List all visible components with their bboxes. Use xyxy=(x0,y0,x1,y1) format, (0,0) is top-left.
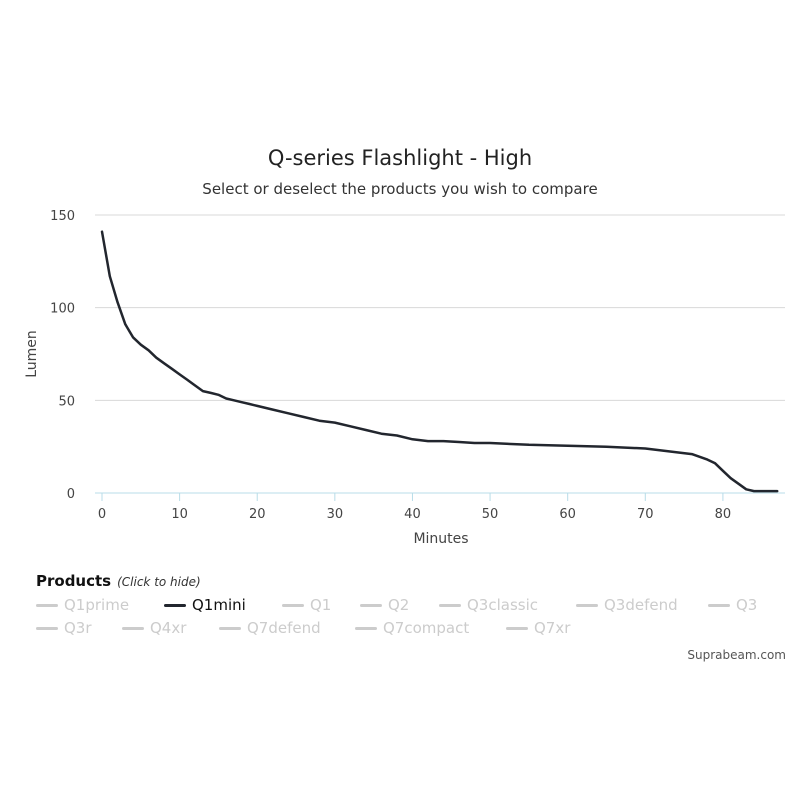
y-tick-label: 100 xyxy=(50,302,75,317)
legend-item-q3defend[interactable]: Q3defend xyxy=(576,596,678,614)
chart-title: Q-series Flashlight - High xyxy=(268,146,532,170)
series-line-q1mini xyxy=(100,230,779,493)
legend-swatch-icon xyxy=(122,626,144,630)
grid-lines xyxy=(95,214,785,494)
axis-ticks: 0 50 100 150 0 10 20 30 40 50 60 70 80 xyxy=(50,209,731,522)
legend-item-q3classic[interactable]: Q3classic xyxy=(439,596,538,614)
x-tick-label: 70 xyxy=(637,507,654,522)
series-lines xyxy=(100,230,779,493)
line-chart: Q-series Flashlight - High Select or des… xyxy=(24,146,785,547)
x-tick-label: 20 xyxy=(249,507,266,522)
legend-label: Q3r xyxy=(64,619,92,637)
x-tick-label: 40 xyxy=(404,507,421,522)
legend-label: Q2 xyxy=(388,596,410,614)
legend-hint: (Click to hide) xyxy=(117,575,201,589)
x-tick-label: 30 xyxy=(327,507,344,522)
legend-swatch-icon xyxy=(282,603,304,607)
legend-swatch-icon xyxy=(355,626,377,630)
legend-label: Q4xr xyxy=(150,619,187,637)
legend-item-q1mini[interactable]: Q1mini xyxy=(164,596,246,614)
credit-link[interactable]: Suprabeam.com xyxy=(687,648,786,662)
y-tick-label: 150 xyxy=(50,209,75,224)
legend-swatch-icon xyxy=(164,603,186,607)
legend-swatch-icon xyxy=(36,603,58,607)
legend-item-q7xr[interactable]: Q7xr xyxy=(506,619,570,637)
legend-title-text: Products xyxy=(36,572,112,590)
legend-swatch-icon xyxy=(576,603,598,607)
legend-item-q2[interactable]: Q2 xyxy=(360,596,409,614)
legend-swatch-icon xyxy=(36,626,58,630)
legend-row-1: Q1prime Q1mini Q1 Q2 Q3classic Q3defend … xyxy=(36,596,796,619)
legend-swatch-icon xyxy=(219,626,241,630)
y-axis-title: Lumen xyxy=(24,330,40,378)
legend-swatch-icon xyxy=(708,603,730,607)
legend-label: Q7xr xyxy=(534,619,571,637)
x-tick-label: 0 xyxy=(98,507,106,522)
legend-label: Q1prime xyxy=(64,596,130,614)
legend-swatch-icon xyxy=(360,603,382,607)
legend-label: Q3classic xyxy=(467,596,539,614)
legend-item-q7defend[interactable]: Q7defend xyxy=(219,619,321,637)
chart-subtitle: Select or deselect the products you wish… xyxy=(202,180,597,198)
x-tick-label: 80 xyxy=(715,507,732,522)
legend-item-q3[interactable]: Q3 xyxy=(708,596,757,614)
legend-label: Q3 xyxy=(736,596,758,614)
legend-item-q4xr[interactable]: Q4xr xyxy=(122,619,186,637)
legend-label: Q7defend xyxy=(247,619,321,637)
legend-label: Q1mini xyxy=(192,596,246,614)
legend-label: Q3defend xyxy=(604,596,678,614)
legend-item-q7compact[interactable]: Q7compact xyxy=(355,619,469,637)
legend-swatch-icon xyxy=(439,603,461,607)
y-tick-label: 0 xyxy=(67,487,75,502)
legend-item-q3r[interactable]: Q3r xyxy=(36,619,92,637)
legend-label: Q7compact xyxy=(383,619,470,637)
x-tick-label: 10 xyxy=(171,507,188,522)
legend: Products (Click to hide) Q1prime Q1mini Q… xyxy=(36,572,796,642)
legend-title: Products (Click to hide) xyxy=(36,572,796,590)
legend-item-q1prime[interactable]: Q1prime xyxy=(36,596,129,614)
x-tick-label: 60 xyxy=(559,507,576,522)
legend-label: Q1 xyxy=(310,596,332,614)
legend-item-q1[interactable]: Q1 xyxy=(282,596,331,614)
x-tick-label: 50 xyxy=(482,507,499,522)
legend-row-2: Q3r Q4xr Q7defend Q7compact Q7xr xyxy=(36,619,796,642)
y-tick-label: 50 xyxy=(58,394,75,409)
x-axis-title: Minutes xyxy=(413,531,468,547)
legend-swatch-icon xyxy=(506,626,528,630)
